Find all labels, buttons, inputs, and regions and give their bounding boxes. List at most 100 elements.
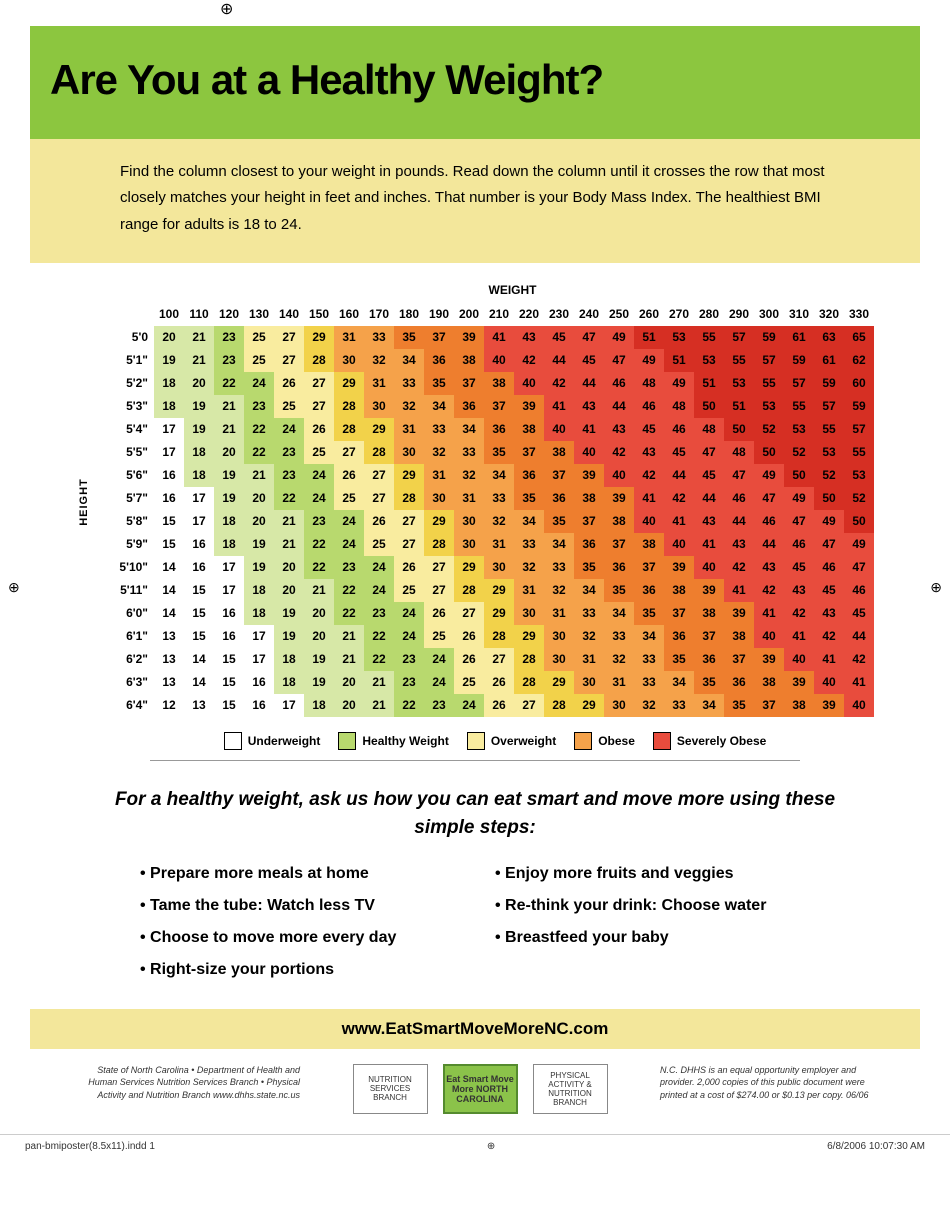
bmi-cell: 14: [154, 556, 184, 579]
bmi-cell: 30: [364, 395, 394, 418]
bmi-cell: 31: [334, 326, 364, 349]
bmi-cell: 17: [184, 487, 214, 510]
bmi-cell: 25: [364, 533, 394, 556]
bmi-cell: 51: [694, 372, 724, 395]
bmi-cell: 17: [274, 694, 304, 717]
bmi-cell: 45: [634, 418, 664, 441]
bmi-cell: 25: [454, 671, 484, 694]
bmi-cell: 57: [814, 395, 844, 418]
bmi-cell: 38: [724, 625, 754, 648]
bmi-cell: 27: [274, 349, 304, 372]
bmi-cell: 33: [424, 418, 454, 441]
bmi-cell: 39: [814, 694, 844, 717]
legend-item: Overweight: [467, 732, 556, 750]
bmi-cell: 51: [634, 326, 664, 349]
bmi-cell: 40: [694, 556, 724, 579]
bmi-cell: 50: [814, 487, 844, 510]
bmi-cell: 15: [154, 533, 184, 556]
bmi-cell: 41: [814, 648, 844, 671]
bmi-cell: 17: [154, 418, 184, 441]
bmi-cell: 15: [184, 602, 214, 625]
bmi-cell: 25: [394, 579, 424, 602]
bmi-cell: 46: [814, 556, 844, 579]
bmi-cell: 48: [694, 418, 724, 441]
bmi-cell: 28: [454, 579, 484, 602]
bmi-cell: 27: [364, 464, 394, 487]
bmi-cell: 46: [844, 579, 874, 602]
bmi-cell: 26: [334, 464, 364, 487]
bmi-cell: 57: [844, 418, 874, 441]
logo: PHYSICAL ACTIVITY & NUTRITION BRANCH: [533, 1064, 608, 1114]
bmi-cell: 29: [454, 556, 484, 579]
bmi-cell: 41: [634, 487, 664, 510]
register-mark-left: ⊕: [8, 579, 20, 596]
bmi-cell: 20: [214, 441, 244, 464]
crop-marks: pan-bmiposter(8.5x11).indd 1 ⊕ 6/8/2006 …: [0, 1134, 950, 1158]
bmi-cell: 41: [754, 602, 784, 625]
bmi-cell: 32: [634, 694, 664, 717]
weight-axis-label: WEIGHT: [145, 283, 880, 297]
bmi-cell: 57: [724, 326, 754, 349]
weight-col-header: 270: [664, 303, 694, 326]
bmi-cell: 55: [814, 418, 844, 441]
url-band: www.EatSmartMoveMoreNC.com: [30, 1009, 920, 1049]
bmi-cell: 15: [214, 648, 244, 671]
bmi-cell: 29: [574, 694, 604, 717]
bmi-cell: 19: [184, 418, 214, 441]
bmi-cell: 25: [244, 326, 274, 349]
bmi-cell: 18: [154, 372, 184, 395]
bmi-cell: 34: [484, 464, 514, 487]
bmi-cell: 31: [394, 418, 424, 441]
tips-list: Prepare more meals at homeEnjoy more fru…: [140, 865, 820, 979]
bmi-cell: 42: [724, 556, 754, 579]
bmi-cell: 53: [664, 326, 694, 349]
bmi-cell: 34: [424, 395, 454, 418]
weight-col-header: 320: [814, 303, 844, 326]
bmi-cell: 42: [814, 625, 844, 648]
bmi-cell: 36: [514, 464, 544, 487]
bmi-cell: 23: [424, 694, 454, 717]
bmi-cell: 61: [784, 326, 814, 349]
footer-right-text: N.C. DHHS is an equal opportunity employ…: [660, 1064, 880, 1102]
weight-col-header: 240: [574, 303, 604, 326]
bmi-cell: 17: [244, 648, 274, 671]
bmi-chart: WEIGHT HEIGHT 10011012013014015016017018…: [110, 283, 880, 750]
bmi-cell: 40: [664, 533, 694, 556]
bmi-cell: 18: [154, 395, 184, 418]
bmi-cell: 21: [184, 326, 214, 349]
legend-item: Underweight: [224, 732, 321, 750]
bmi-cell: 22: [214, 372, 244, 395]
bmi-cell: 14: [184, 671, 214, 694]
bmi-cell: 29: [394, 464, 424, 487]
bmi-cell: 31: [574, 648, 604, 671]
bmi-cell: 53: [814, 441, 844, 464]
bmi-cell: 29: [484, 579, 514, 602]
bmi-cell: 55: [754, 372, 784, 395]
bmi-cell: 33: [454, 441, 484, 464]
bmi-cell: 25: [304, 441, 334, 464]
bmi-cell: 37: [754, 694, 784, 717]
legend-label: Healthy Weight: [362, 734, 448, 748]
bmi-cell: 18: [304, 694, 334, 717]
bmi-cell: 39: [574, 464, 604, 487]
height-row-header: 5'5": [110, 441, 154, 464]
bmi-cell: 34: [664, 671, 694, 694]
height-row-header: 5'9": [110, 533, 154, 556]
bmi-cell: 19: [244, 556, 274, 579]
bmi-cell: 45: [784, 556, 814, 579]
bmi-cell: 40: [634, 510, 664, 533]
bmi-cell: 48: [724, 441, 754, 464]
bmi-cell: 39: [754, 648, 784, 671]
bmi-cell: 20: [304, 625, 334, 648]
bmi-cell: 39: [664, 556, 694, 579]
bmi-cell: 18: [214, 510, 244, 533]
height-row-header: 5'1": [110, 349, 154, 372]
logo: NUTRITION SERVICES BRANCH: [353, 1064, 428, 1114]
legend-label: Underweight: [248, 734, 321, 748]
bmi-cell: 50: [784, 464, 814, 487]
height-row-header: 6'1": [110, 625, 154, 648]
bmi-cell: 52: [814, 464, 844, 487]
bmi-cell: 44: [724, 510, 754, 533]
legend-swatch: [224, 732, 242, 750]
legend-item: Severely Obese: [653, 732, 766, 750]
